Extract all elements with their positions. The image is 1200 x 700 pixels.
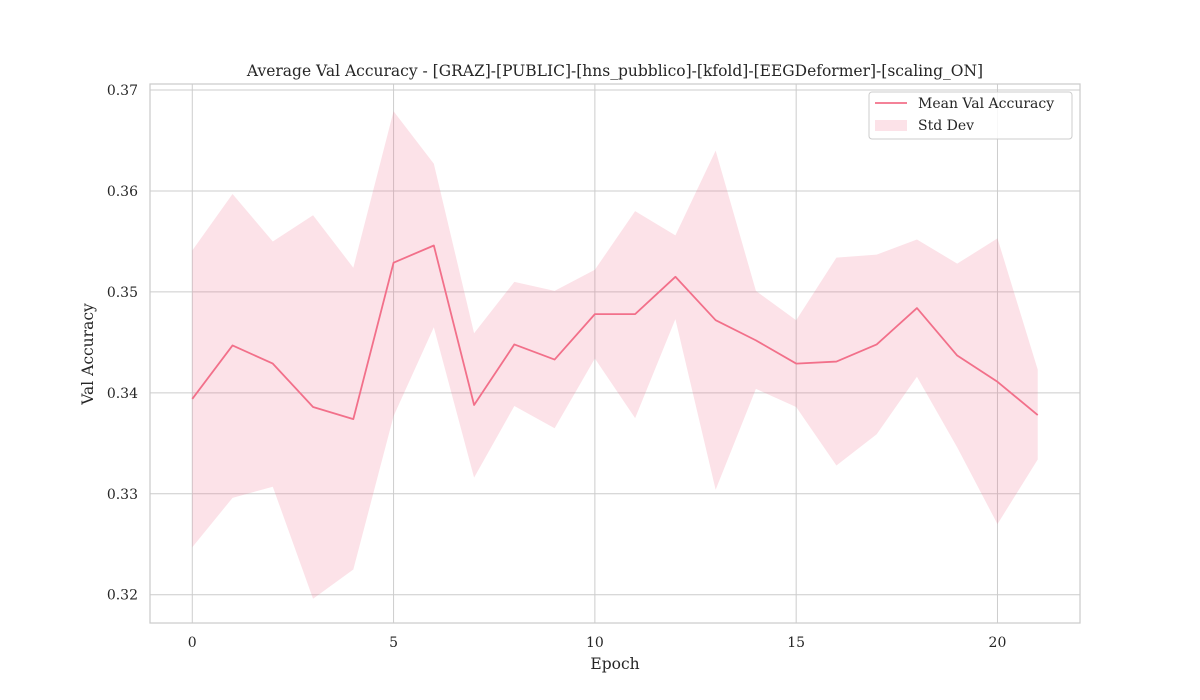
std-dev-band — [192, 111, 1038, 599]
legend-band-swatch — [875, 120, 907, 131]
x-tick-label: 5 — [389, 635, 398, 651]
y-tick-label: 0.36 — [107, 184, 138, 200]
mean-line-layer — [191, 244, 1039, 421]
mean-val-accuracy-line — [191, 244, 1039, 421]
legend-box — [868, 91, 1073, 140]
y-tick-label: 0.33 — [107, 487, 138, 503]
y-tick-label: 0.34 — [107, 386, 138, 402]
x-tick-label: 20 — [989, 635, 1007, 651]
x-axis-label: Epoch — [590, 655, 639, 673]
x-tick-label: 15 — [787, 635, 805, 651]
plot-frame — [149, 83, 1081, 624]
x-tick-label: 10 — [586, 635, 604, 651]
legend: Mean Val Accuracy Std Dev — [868, 91, 1073, 140]
chart-title: Average Val Accuracy - [GRAZ]-[PUBLIC]-[… — [246, 62, 983, 80]
legend-label-std: Std Dev — [918, 118, 974, 134]
x-tick-label: 0 — [188, 635, 197, 651]
y-axis-label: Val Accuracy — [79, 303, 97, 406]
tick-labels: 0 5 10 15 20 0.32 0.33 0.34 0.35 0.36 0.37 — [107, 83, 1007, 651]
y-tick-label: 0.37 — [107, 83, 138, 99]
y-tick-label: 0.35 — [107, 285, 138, 301]
grid — [150, 84, 1080, 623]
y-tick-label: 0.32 — [107, 588, 138, 604]
std-dev-band-layer — [192, 111, 1038, 599]
legend-label-mean: Mean Val Accuracy — [918, 96, 1054, 112]
